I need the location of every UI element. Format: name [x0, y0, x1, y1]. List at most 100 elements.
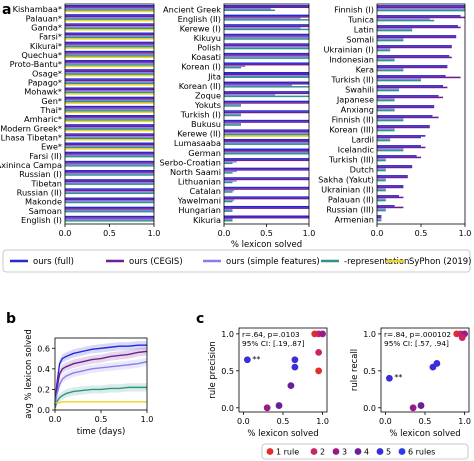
bar-simple: [65, 200, 154, 202]
bar-cegis: [224, 140, 309, 142]
x-tick-label: 0.0: [218, 229, 231, 238]
scatter-point: [458, 334, 466, 341]
y-tick-label: 0.4: [37, 365, 50, 374]
bar-simple: [377, 178, 386, 180]
bar-simple: [224, 113, 241, 115]
category-label: Tibetan: [30, 178, 62, 188]
y-tick-label: 0.0: [221, 404, 234, 413]
category-label: Kishambaa*: [13, 4, 62, 14]
bar-syphon: [65, 139, 154, 141]
x-tick-label: 1.0: [458, 417, 471, 426]
bar-cegis: [65, 61, 154, 63]
rule-legend-label: 2: [320, 448, 325, 457]
category-label: Zoque: [195, 90, 221, 100]
bar-minus_repr: [65, 174, 154, 176]
category-label: Kikurai*: [30, 41, 62, 51]
rule-legend-frame: [261, 443, 469, 460]
bar-syphon: [65, 129, 154, 132]
x-tick-label: 1.0: [148, 229, 161, 238]
bar-cegis: [377, 26, 461, 29]
category-label: Lardil: [351, 135, 374, 145]
bar-simple: [224, 208, 233, 211]
category-label: Russian (III): [326, 205, 374, 215]
bar-simple: [65, 209, 154, 211]
bar-simple: [65, 99, 154, 101]
bar-minus_repr: [65, 110, 154, 112]
category-label: German: [188, 148, 221, 158]
bar-simple: [377, 68, 404, 70]
category-label: Proto-Bantu*: [10, 59, 62, 69]
category-label: Armenian: [334, 215, 374, 225]
bar-full: [65, 215, 154, 218]
bar-simple: [65, 81, 154, 83]
bar-full: [224, 205, 309, 208]
bar-full: [377, 45, 452, 47]
bar-simple: [224, 103, 241, 106]
bar-full: [65, 160, 154, 163]
category-label: Serbo-Croatian: [159, 157, 221, 167]
rule-legend-label: 6 rules: [408, 448, 435, 457]
y-tick-label: 0.0: [363, 404, 376, 413]
bar-syphon: [65, 84, 154, 86]
bar-full: [224, 52, 309, 55]
bar-cegis: [65, 98, 154, 100]
legend-label-full: ours (full): [33, 257, 74, 267]
bar-cegis: [377, 16, 465, 19]
bar-simple: [65, 44, 154, 46]
bar-cegis: [65, 162, 154, 164]
bar-full: [65, 69, 154, 71]
bar-cegis: [377, 216, 382, 219]
bar-full: [377, 55, 450, 57]
x-tick-label: 0.5: [419, 417, 432, 426]
bar-simple: [65, 191, 154, 193]
category-label: Papago*: [28, 77, 62, 87]
bar-full: [65, 133, 154, 135]
category-label: Hungarian: [178, 205, 221, 215]
bar-minus_repr: [224, 191, 233, 193]
bar-simple: [65, 218, 154, 221]
bar-full: [377, 25, 458, 27]
x-axis-label: % lexicon solved: [231, 240, 302, 250]
bar-full: [377, 175, 408, 177]
category-label: Lumasaaba: [174, 138, 221, 148]
significance-marker: **: [394, 373, 402, 382]
bar-full: [65, 115, 154, 117]
bar-full: [65, 188, 154, 190]
bar-minus_repr: [65, 82, 154, 85]
bar-cegis: [377, 56, 452, 59]
bar-simple: [224, 122, 241, 125]
bar-minus_repr: [65, 137, 154, 140]
bar-cegis: [224, 25, 309, 28]
bar-full: [224, 196, 309, 198]
bar-simple: [224, 189, 235, 192]
bar-simple: [65, 108, 154, 111]
category-label: Finnish (II): [332, 115, 374, 125]
bar-minus_repr: [224, 57, 309, 59]
bar-full: [377, 95, 439, 97]
bar-minus_repr: [224, 162, 233, 165]
bar-full: [224, 5, 309, 7]
bar-cegis: [224, 178, 309, 181]
bar-full: [224, 91, 309, 93]
x-tick-label: 0.0: [379, 417, 392, 426]
bar-minus_repr: [65, 9, 154, 11]
bar-minus_repr: [377, 139, 391, 142]
x-axis-label: % lexicon solved: [247, 429, 318, 439]
category-label: Farsi*: [39, 32, 62, 42]
category-label: Thai*: [39, 105, 62, 115]
bar-minus_repr: [65, 36, 154, 39]
bar-full: [224, 129, 309, 131]
line-cegis: [54, 350, 148, 405]
category-label: Ukrainian (II): [321, 185, 374, 195]
bar-simple: [224, 8, 271, 10]
bar-full: [65, 124, 154, 126]
bar-full: [224, 148, 309, 151]
category-label: North Saami: [170, 167, 221, 177]
category-label: English (I): [21, 215, 62, 225]
bar-cegis: [377, 206, 404, 209]
category-label: Amharic*: [24, 114, 62, 124]
category-label: Modern Greek*: [0, 123, 62, 133]
bar-minus_repr: [224, 181, 233, 184]
bar-simple: [377, 128, 395, 130]
